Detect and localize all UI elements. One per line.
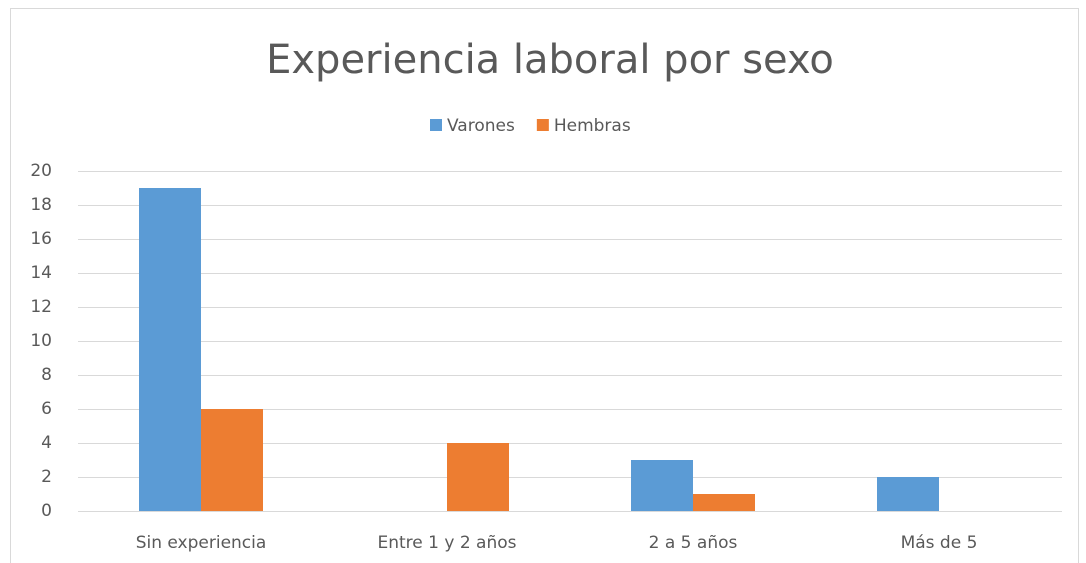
- y-tick-label: 2: [41, 467, 52, 487]
- y-tick-label: 8: [41, 365, 52, 385]
- x-tick-label: Más de 5: [901, 533, 978, 553]
- x-tick-label: 2 a 5 años: [649, 533, 738, 553]
- legend-swatch: [430, 119, 442, 131]
- legend-label: Varones: [447, 116, 515, 136]
- chart-title: Experiencia laboral por sexo: [266, 37, 834, 83]
- bar: [139, 188, 201, 511]
- x-tick-label: Sin experiencia: [136, 533, 267, 553]
- bar: [631, 460, 693, 511]
- legend-swatch: [536, 119, 549, 131]
- y-tick-label: 4: [41, 433, 52, 453]
- x-tick-label: Entre 1 y 2 años: [377, 533, 516, 553]
- y-tick-label: 6: [41, 399, 52, 419]
- bar: [877, 477, 939, 511]
- y-tick-label: 20: [30, 161, 52, 181]
- y-tick-label: 10: [30, 331, 52, 351]
- y-tick-label: 16: [30, 229, 52, 249]
- y-tick-label: 0: [41, 501, 52, 521]
- y-tick-label: 18: [30, 195, 52, 215]
- y-tick-label: 12: [30, 297, 52, 317]
- bar: [447, 443, 509, 511]
- legend-label: Hembras: [554, 116, 631, 136]
- bar: [201, 409, 263, 511]
- y-tick-label: 14: [30, 263, 52, 283]
- bar: [693, 494, 755, 511]
